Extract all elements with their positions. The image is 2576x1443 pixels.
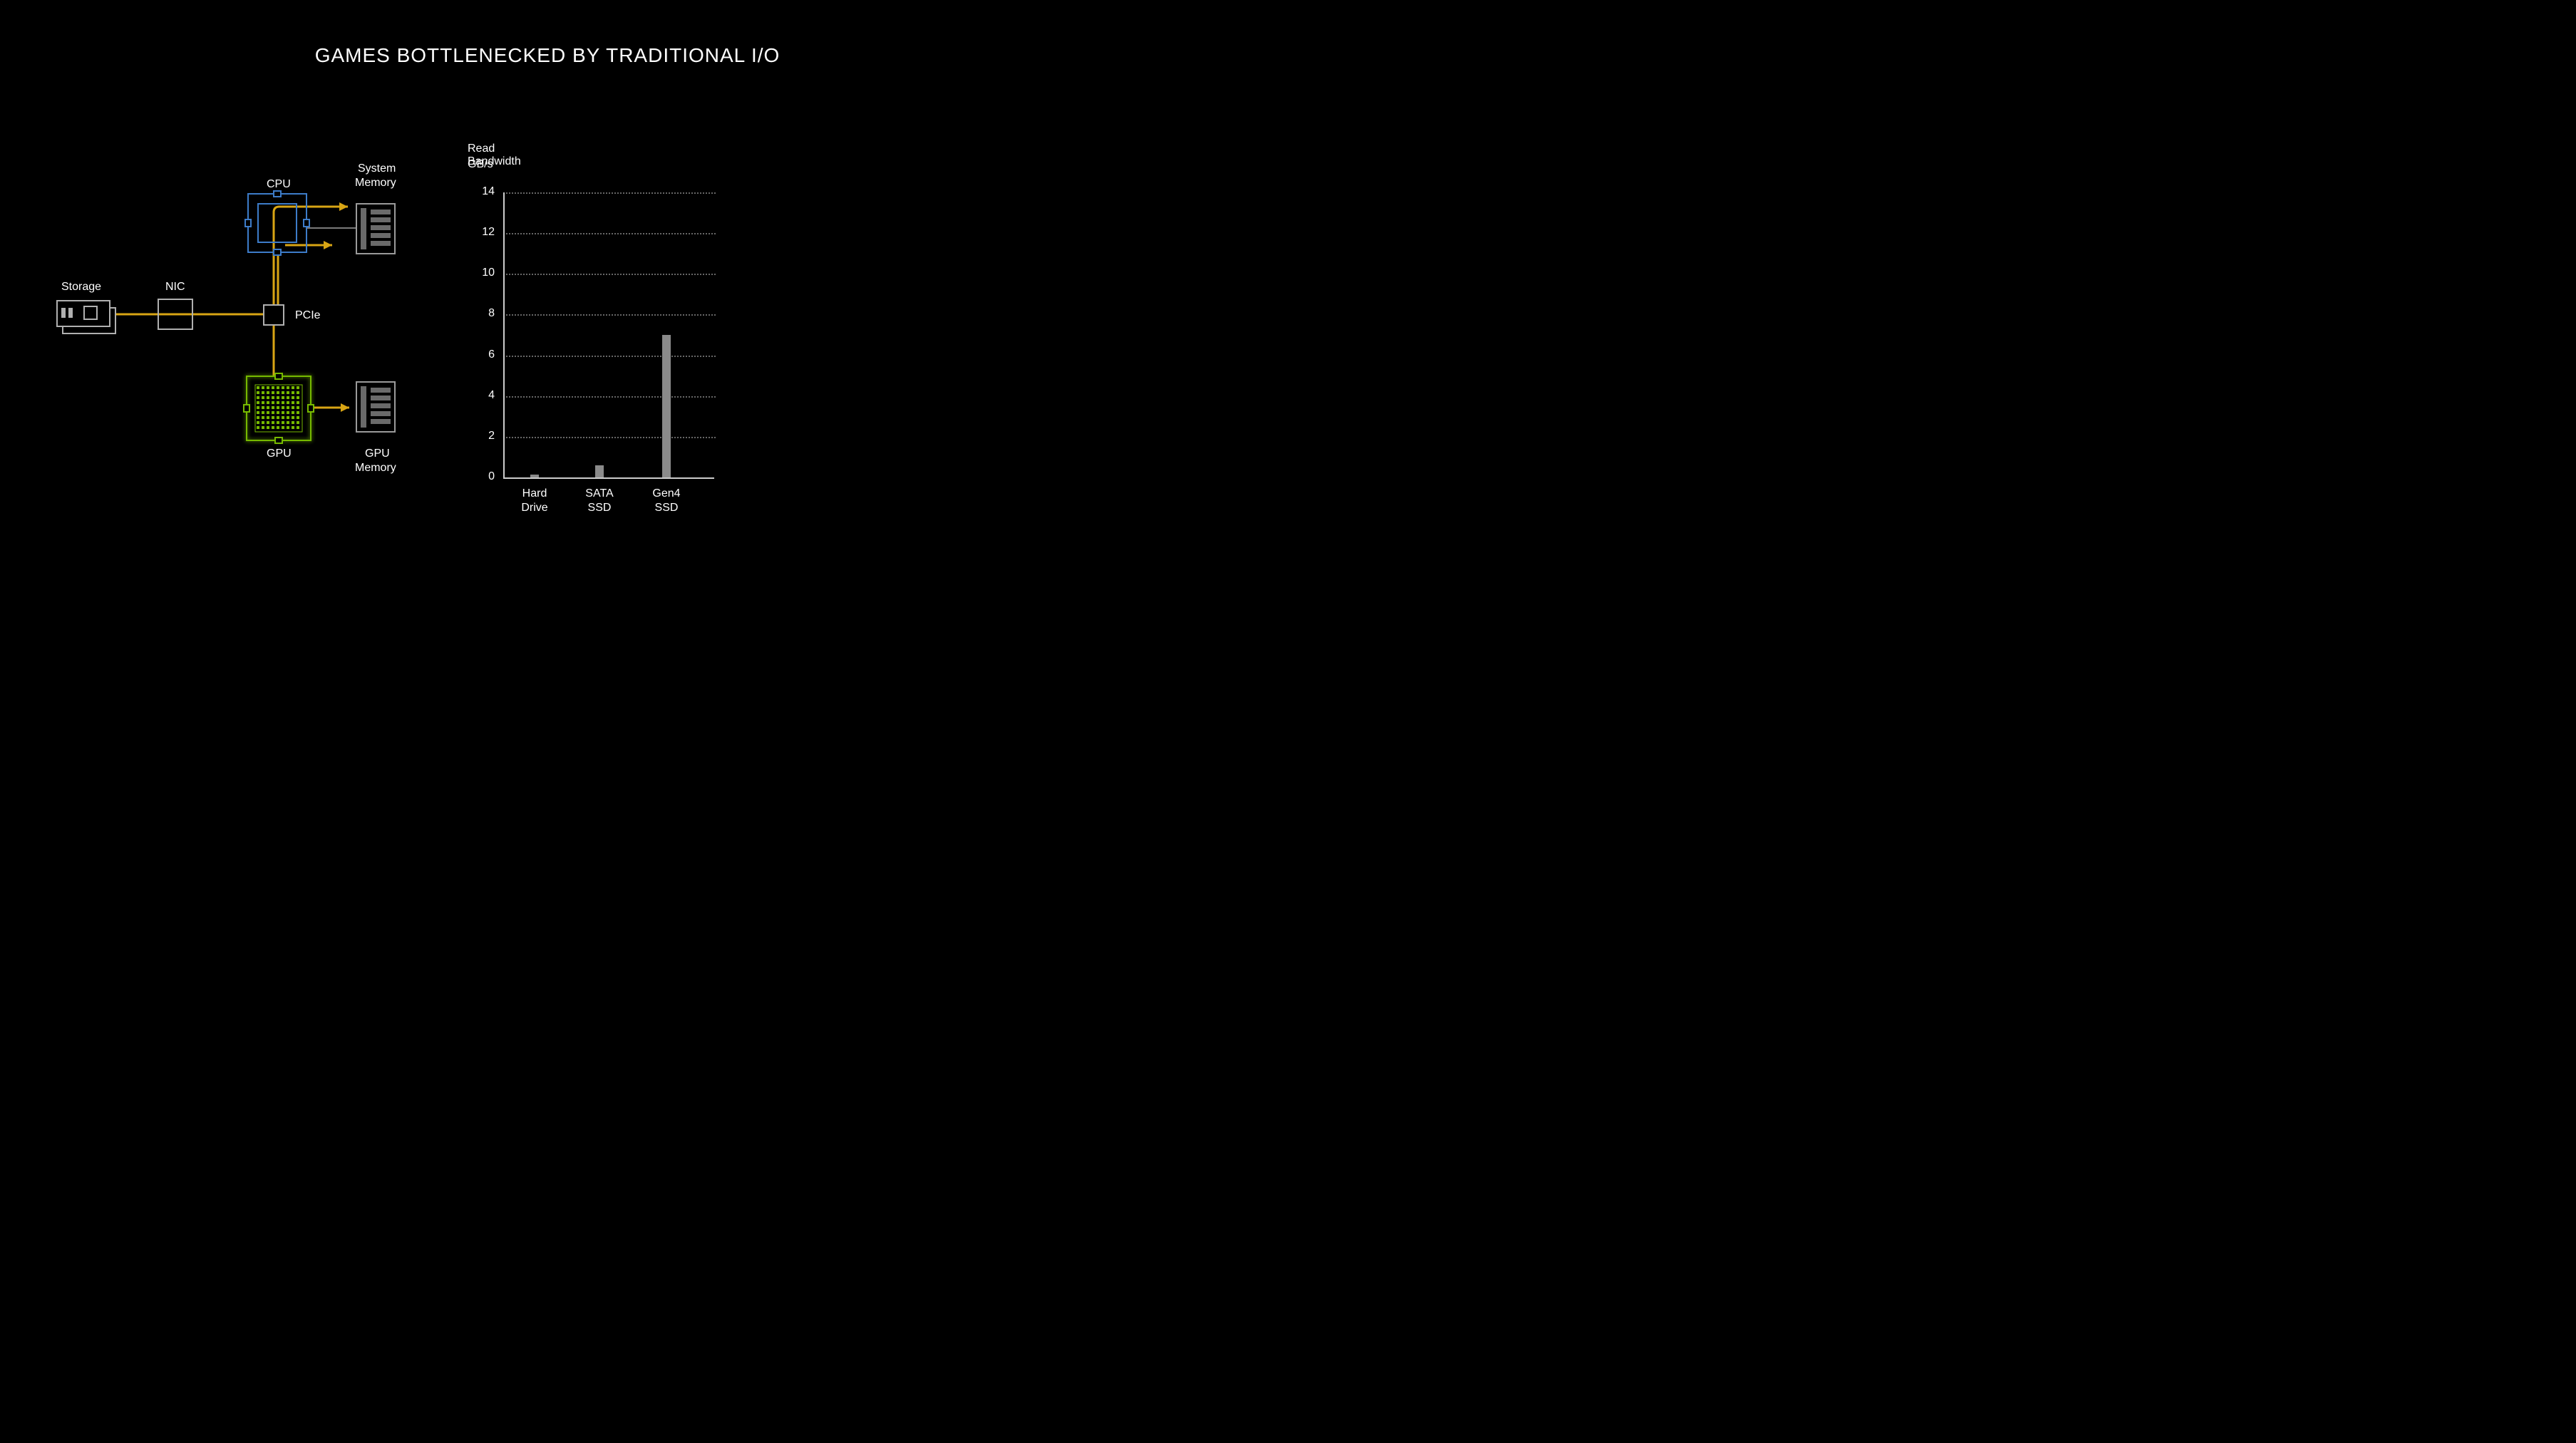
- chart-gridline: [506, 314, 716, 316]
- system-memory-icon: [356, 204, 395, 254]
- chart-xtick-label: SATA: [571, 487, 628, 500]
- chart-xtick-label: SSD: [571, 502, 628, 514]
- chart-ytick-label: 14: [473, 185, 495, 198]
- flow-arrows: [324, 202, 349, 412]
- chart-title-line2: GB/s: [468, 158, 493, 171]
- chart-ytick-label: 2: [473, 430, 495, 443]
- nic-label: NIC: [165, 281, 185, 294]
- chart-gridline: [506, 274, 716, 275]
- io-diagram: [0, 0, 428, 499]
- chart-ytick-label: 4: [473, 389, 495, 402]
- gpumem-label-2: Memory: [355, 462, 396, 475]
- chart-xtick-label: SSD: [638, 502, 695, 514]
- storage-label: Storage: [61, 281, 101, 294]
- chart-xtick-label: Hard: [506, 487, 563, 500]
- chart-xtick-label: Gen4: [638, 487, 695, 500]
- chart-ytick-label: 10: [473, 267, 495, 279]
- storage-icon: [57, 301, 115, 333]
- chart-y-axis: [503, 192, 505, 479]
- chart-ytick-label: 6: [473, 348, 495, 361]
- chart-gridline: [506, 396, 716, 398]
- sysmem-label-1: System: [358, 162, 396, 175]
- sysmem-label-2: Memory: [355, 177, 396, 190]
- chart-ytick-label: 12: [473, 226, 495, 239]
- chart-gridline: [506, 437, 716, 438]
- chart-x-axis: [503, 477, 714, 479]
- chart-ytick-label: 8: [473, 307, 495, 320]
- cpu-label: CPU: [267, 178, 291, 191]
- gpumem-label-1: GPU: [365, 448, 390, 460]
- flow-path: [114, 207, 349, 408]
- chart-bar: [530, 475, 539, 477]
- chart-gridline: [506, 192, 716, 194]
- gpu-icon: [244, 373, 314, 443]
- chart-ytick-label: 0: [473, 470, 495, 483]
- gpu-label: GPU: [267, 448, 292, 460]
- pcie-icon: [264, 305, 284, 325]
- pcie-label: PCIe: [295, 309, 321, 322]
- chart-xtick-label: Drive: [506, 502, 563, 514]
- chart-gridline: [506, 233, 716, 234]
- gpu-memory-icon: [356, 382, 395, 432]
- chart-gridline: [506, 356, 716, 357]
- chart-bar: [595, 465, 604, 477]
- chart-bar: [662, 335, 671, 477]
